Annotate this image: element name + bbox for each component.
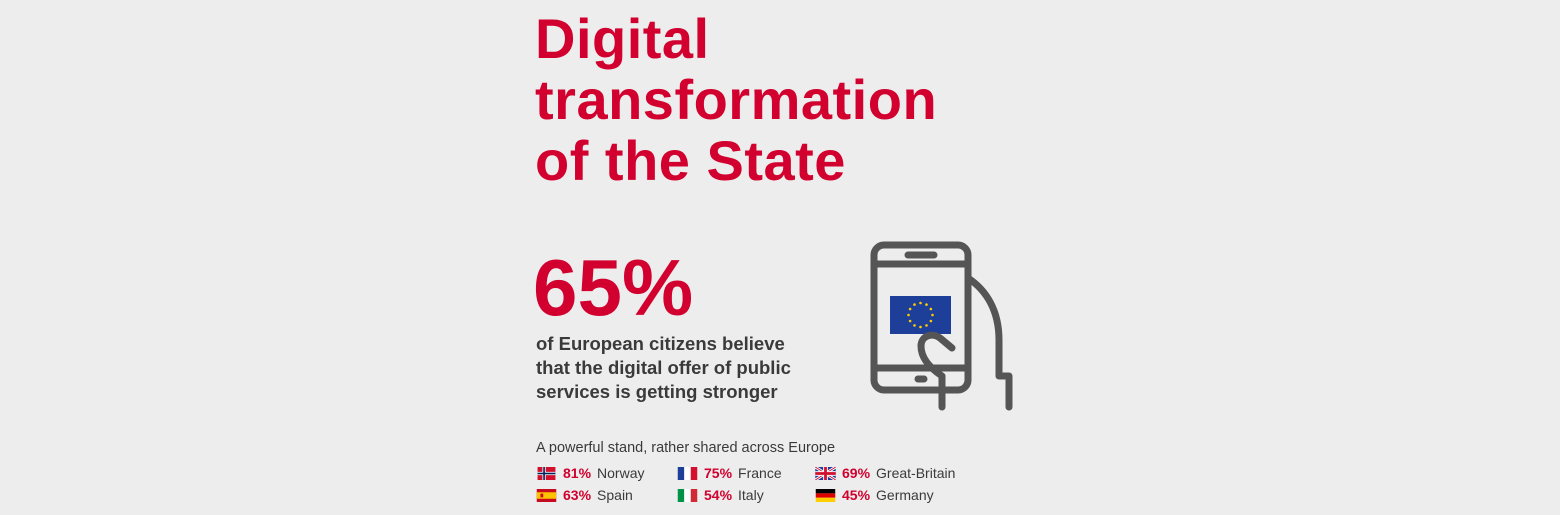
stat-italy: 54% Italy [677, 484, 764, 506]
stat-country: Norway [597, 465, 645, 481]
subheading: A powerful stand, rather shared across E… [536, 440, 836, 456]
title-line: transformation [535, 68, 938, 131]
eu-star-icon [931, 313, 934, 317]
phone-hand-icon [870, 241, 1013, 411]
stat-percent: 69% [842, 465, 871, 481]
eu-star-icon [907, 313, 910, 317]
headline-description: of European citizens believe that the di… [536, 332, 791, 404]
title-line: Digital [535, 7, 710, 70]
eu-star-icon [908, 307, 912, 311]
stat-country: Spain [597, 487, 633, 503]
stat-france: 75% France [677, 462, 782, 484]
eu-star-icon [919, 325, 922, 329]
description-line: services is getting stronger [536, 381, 778, 402]
stat-country: Great-Britain [876, 465, 956, 481]
germany-flag-icon [815, 488, 836, 502]
description-line: of European citizens believe [536, 333, 785, 354]
spain-flag-icon [536, 488, 557, 502]
eu-star-icon [929, 307, 933, 311]
stat-percent: 45% [842, 487, 871, 503]
title-line: of the State [535, 129, 846, 192]
italy-flag-icon [677, 488, 698, 502]
france-flag-icon [677, 466, 698, 480]
uk-flag-icon [815, 466, 836, 480]
stat-country: Italy [738, 487, 764, 503]
stat-great-britain: 69% Great-Britain [815, 462, 955, 484]
eu-star-icon [929, 319, 933, 323]
stat-country: France [738, 465, 782, 481]
stat-percent: 54% [704, 487, 733, 503]
description-line: that the digital offer of public [536, 357, 791, 378]
country-stats: 81% Norway 75% France 69% Great-Britain [536, 462, 996, 510]
stat-percent: 75% [704, 465, 733, 481]
eu-star-icon [925, 303, 928, 306]
stat-percent: 63% [563, 487, 592, 503]
stat-norway: 81% Norway [536, 462, 645, 484]
eu-flag-icon [890, 296, 951, 334]
eu-star-icon [913, 324, 916, 327]
eu-star-icon [919, 301, 922, 305]
eu-star-icon [913, 303, 916, 306]
eu-star-icon [925, 324, 928, 327]
norway-flag-icon [537, 466, 556, 480]
stat-country: Germany [876, 487, 934, 503]
stat-percent: 81% [563, 465, 592, 481]
stat-spain: 63% Spain [536, 484, 633, 506]
page-title: Digital transformation of the State [535, 8, 937, 191]
stat-germany: 45% Germany [815, 484, 934, 506]
headline-percent: 65% [533, 243, 694, 332]
eu-star-icon [908, 319, 912, 323]
